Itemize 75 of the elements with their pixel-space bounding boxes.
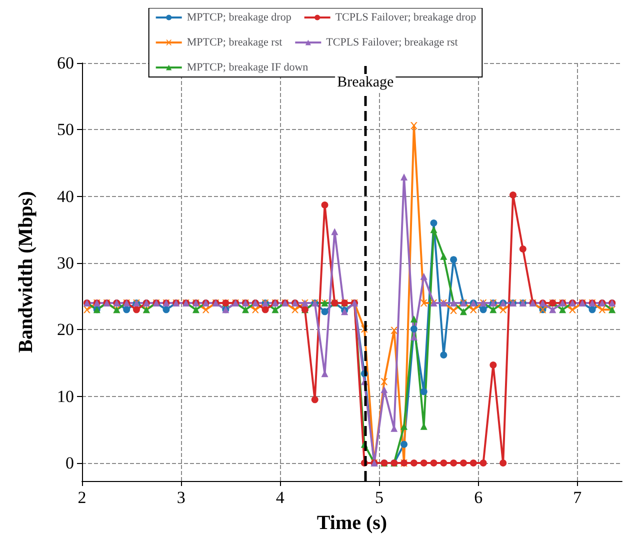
point [262,306,269,314]
legend-label: MPTCP; breakage rst [186,36,282,48]
point [390,326,398,334]
x-tick-label: 4 [276,488,285,507]
point [430,220,438,226]
legend-label: TCPLS Failover; breakage drop [335,12,477,24]
point [450,460,458,466]
point [460,460,467,466]
point [568,306,576,314]
x-tick-label: 5 [375,488,384,507]
point [410,122,418,130]
point [510,192,517,198]
point [331,228,338,236]
point [83,306,90,314]
y-tick-label: 0 [66,454,74,472]
y-tick-label: 30 [57,254,74,272]
point [430,226,438,234]
point [410,326,418,332]
point [123,306,130,314]
point [500,460,507,466]
point [292,306,299,314]
x-tick-label: 6 [474,488,483,507]
point [480,460,487,466]
point [321,308,328,316]
point [311,396,318,404]
point [400,440,408,448]
y-tick-label: 50 [57,120,74,140]
point [500,306,507,314]
y-tick-label: 40 [57,186,74,206]
point [192,306,200,314]
point [559,306,566,314]
legend-label: TCPLS Failover; breakage rst [326,36,458,48]
x-axis-title: Time (s) [316,512,388,534]
point [272,306,279,314]
point [420,460,428,466]
point [400,174,408,180]
ref-line-label: Breakage [337,74,394,90]
point [420,388,428,396]
point [470,306,477,314]
y-tick-label: 20 [57,320,74,340]
point [549,306,556,314]
point [430,460,438,466]
point [321,202,328,208]
legend-label: MPTCP; breakage IF down [186,62,309,74]
point [162,306,170,314]
point [588,306,596,314]
point [252,306,259,314]
y-tick-label: 10 [57,386,74,406]
point [450,306,458,314]
point [440,460,448,466]
point [460,308,467,316]
point [380,378,388,386]
point [410,460,418,466]
point [519,246,526,252]
y-tick-label: 60 [57,54,74,72]
point [490,306,497,314]
point [420,300,428,306]
point [470,460,477,466]
point [480,306,487,314]
point [410,316,418,322]
x-tick-label: 2 [78,488,86,507]
point [380,386,388,394]
point [490,362,497,368]
y-axis-title: Bandwidth (Mbps) [15,191,37,353]
point [440,352,448,358]
x-tick-label: 3 [176,488,186,507]
x-tick-label: 7 [573,488,582,507]
point [242,306,249,314]
point [598,306,606,314]
point [202,306,210,314]
point [420,272,428,280]
point [450,256,458,264]
legend-label: MPTCP; breakage drop [186,12,292,24]
point [440,252,448,260]
point [133,306,140,314]
